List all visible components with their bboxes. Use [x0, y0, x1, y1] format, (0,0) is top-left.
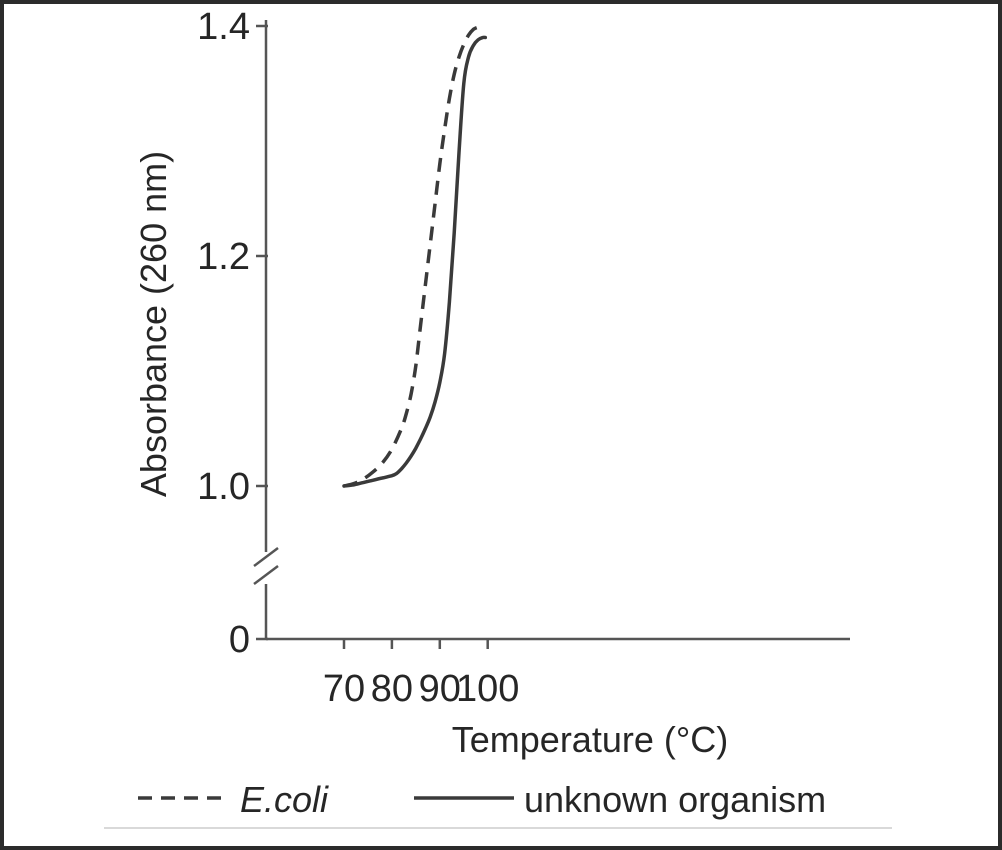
axis-break-mark [253, 547, 279, 567]
series-layer [342, 24, 488, 488]
x-tick-label: 80 [371, 668, 413, 710]
series-line-unknown-organism [342, 35, 488, 488]
y-tick-label: 0 [229, 619, 250, 661]
axes [253, 20, 850, 641]
chart-frame: 0 1.0 1.2 1.4 70 80 90 100 Absorbance (260 nm) … [4, 4, 998, 846]
x-tick-label: 90 [419, 668, 461, 710]
legend-label-unknown: unknown organism [524, 779, 826, 820]
x-axis-title: Temperature (°C) [452, 719, 728, 760]
y-tick-label: 1.4 [197, 6, 250, 48]
legend-label-ecoli: E.coli [240, 779, 329, 820]
y-tick-label: 1.0 [197, 466, 250, 508]
y-axis-title: Absorbance (260 nm) [133, 151, 174, 497]
axis-break-mark [253, 565, 279, 585]
y-tick-label: 1.2 [197, 236, 250, 278]
x-tick-label: 100 [456, 668, 519, 710]
legend: E.coli unknown organism [138, 779, 826, 820]
x-tick-label: 70 [323, 668, 365, 710]
